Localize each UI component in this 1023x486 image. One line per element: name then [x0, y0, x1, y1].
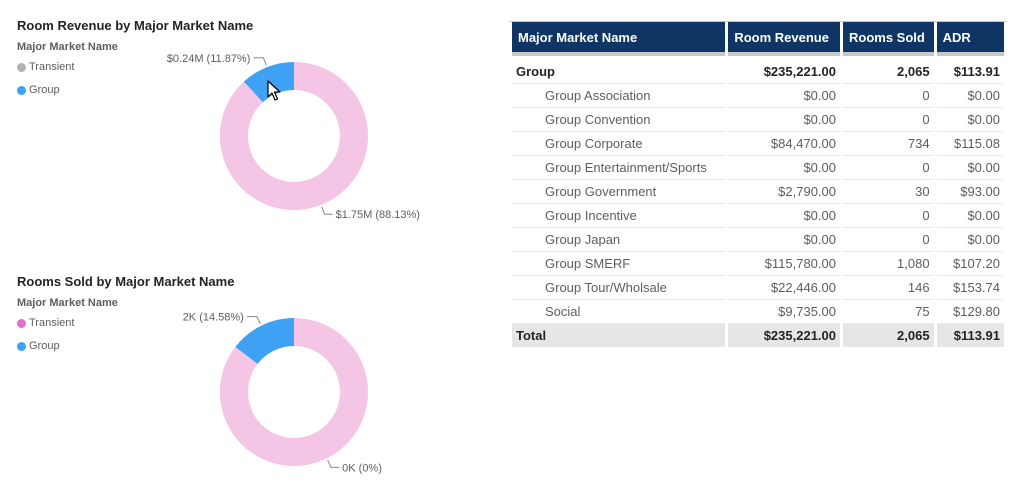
table-row-group[interactable]: Group $235,221.00 2,065 $113.91 [512, 56, 1004, 84]
donut-chart[interactable]: $0.24M (11.87%) $1.75M (88.13%) [0, 0, 480, 250]
legend-item-transient[interactable]: Transient [17, 61, 74, 73]
legend-item-group[interactable]: Group [17, 84, 60, 96]
legend-title: Major Market Name [17, 297, 118, 309]
rooms-cell: 0 [843, 108, 934, 132]
table-row[interactable]: Group Tour/Wholsale $22,446.00 146 $153.… [512, 276, 1004, 300]
rooms-cell: 0 [843, 204, 934, 228]
legend-label: Group [29, 84, 60, 96]
legend-dot-icon [17, 341, 26, 351]
legend-label: Transient [29, 317, 75, 329]
adr-cell: $107.20 [936, 252, 1004, 276]
donut-slice-group[interactable] [235, 318, 294, 364]
legend-item-group[interactable]: Group [17, 340, 60, 352]
leader-line [321, 206, 333, 215]
rooms-cell: 1,080 [843, 252, 934, 276]
leader-line [253, 57, 267, 66]
adr-cell: $0.00 [936, 84, 1004, 108]
rooms-cell: 30 [843, 180, 934, 204]
legend-item-transient[interactable]: Transient [17, 317, 74, 329]
row-label: Group SMERF [512, 252, 726, 276]
rooms-cell: 2,065 [843, 56, 934, 84]
table-row[interactable]: Group Corporate $84,470.00 734 $115.08 [512, 132, 1004, 156]
table-header-row: Major Market Name Room Revenue Rooms Sol… [512, 22, 1004, 56]
revenue-cell: $2,790.00 [728, 180, 840, 204]
revenue-cell: $9,735.00 [728, 300, 840, 324]
adr-cell: $129.80 [936, 300, 1004, 324]
room-revenue-donut-visual: Room Revenue by Major Market Name Major … [0, 0, 480, 250]
rooms-cell: 2,065 [843, 324, 934, 347]
adr-cell: $93.00 [936, 180, 1004, 204]
revenue-cell: $0.00 [728, 204, 840, 228]
table-row[interactable]: Group Convention $0.00 0 $0.00 [512, 108, 1004, 132]
rooms-cell: 0 [843, 228, 934, 252]
rooms-cell: 0 [843, 156, 934, 180]
column-header-adr[interactable]: ADR [936, 22, 1004, 56]
row-label: Group [512, 56, 726, 84]
table-row[interactable]: Group Association $0.00 0 $0.00 [512, 84, 1004, 108]
table-row[interactable]: Group SMERF $115,780.00 1,080 $107.20 [512, 252, 1004, 276]
revenue-cell: $84,470.00 [728, 132, 840, 156]
data-label: $1.75M (88.13%) [336, 209, 420, 221]
adr-cell: $115.08 [936, 132, 1004, 156]
rooms-cell: 0 [843, 84, 934, 108]
legend-dot-icon [17, 85, 26, 95]
leader-line [327, 459, 340, 468]
row-label: Group Japan [512, 228, 726, 252]
row-label: Group Tour/Wholsale [512, 276, 726, 300]
revenue-cell: $115,780.00 [728, 252, 840, 276]
row-label: Group Government [512, 180, 726, 204]
row-label: Group Convention [512, 108, 726, 132]
donut-slice-transient[interactable] [219, 318, 368, 467]
chart-title: Rooms Sold by Major Market Name [17, 274, 235, 289]
adr-cell: $0.00 [936, 228, 1004, 252]
table-row[interactable]: Group Japan $0.00 0 $0.00 [512, 228, 1004, 252]
table-row[interactable]: Group Entertainment/Sports $0.00 0 $0.00 [512, 156, 1004, 180]
adr-cell: $0.00 [936, 204, 1004, 228]
rooms-cell: 75 [843, 300, 934, 324]
legend-dot-icon [17, 62, 26, 72]
legend-label: Transient [29, 61, 75, 73]
row-label: Social [512, 300, 726, 324]
revenue-cell: $22,446.00 [728, 276, 840, 300]
row-label: Group Association [512, 84, 726, 108]
mouse-pointer-icon [267, 80, 281, 101]
chart-title: Room Revenue by Major Market Name [17, 18, 254, 33]
adr-cell: $153.74 [936, 276, 1004, 300]
column-header-rooms[interactable]: Rooms Sold [843, 22, 934, 56]
row-label: Group Entertainment/Sports [512, 156, 726, 180]
donut-chart[interactable]: 2K (14.58%) 0K (0%) [0, 256, 480, 486]
table-row[interactable]: Group Incentive $0.00 0 $0.00 [512, 204, 1004, 228]
rooms-sold-donut-visual: Rooms Sold by Major Market Name Major Ma… [0, 256, 480, 486]
revenue-cell: $0.00 [728, 108, 840, 132]
revenue-cell: $235,221.00 [728, 56, 840, 84]
data-label: 0K (0%) [342, 462, 382, 474]
adr-cell: $113.91 [936, 56, 1004, 84]
legend-label: Group [29, 340, 60, 352]
column-header-revenue[interactable]: Room Revenue [728, 22, 840, 56]
table-total-row: Total $235,221.00 2,065 $113.91 [512, 324, 1004, 347]
market-matrix-table: Major Market Name Room Revenue Rooms Sol… [509, 21, 1007, 347]
row-label: Total [512, 324, 726, 347]
donut-slice-transient[interactable] [219, 62, 368, 210]
data-label: $0.24M (11.87%) [167, 53, 251, 65]
revenue-cell: $235,221.00 [728, 324, 840, 347]
row-label: Group Incentive [512, 204, 726, 228]
table-row[interactable]: Group Government $2,790.00 30 $93.00 [512, 180, 1004, 204]
column-header-market[interactable]: Major Market Name [512, 22, 726, 56]
rooms-cell: 146 [843, 276, 934, 300]
revenue-cell: $0.00 [728, 156, 840, 180]
data-label: 2K (14.58%) [183, 312, 244, 324]
adr-cell: $0.00 [936, 108, 1004, 132]
table-row[interactable]: Social $9,735.00 75 $129.80 [512, 300, 1004, 324]
legend-title: Major Market Name [17, 41, 118, 53]
revenue-cell: $0.00 [728, 228, 840, 252]
rooms-cell: 734 [843, 132, 934, 156]
adr-cell: $0.00 [936, 156, 1004, 180]
adr-cell: $113.91 [936, 324, 1004, 347]
row-label: Group Corporate [512, 132, 726, 156]
leader-line [246, 316, 261, 325]
revenue-cell: $0.00 [728, 84, 840, 108]
legend-dot-icon [17, 318, 26, 328]
